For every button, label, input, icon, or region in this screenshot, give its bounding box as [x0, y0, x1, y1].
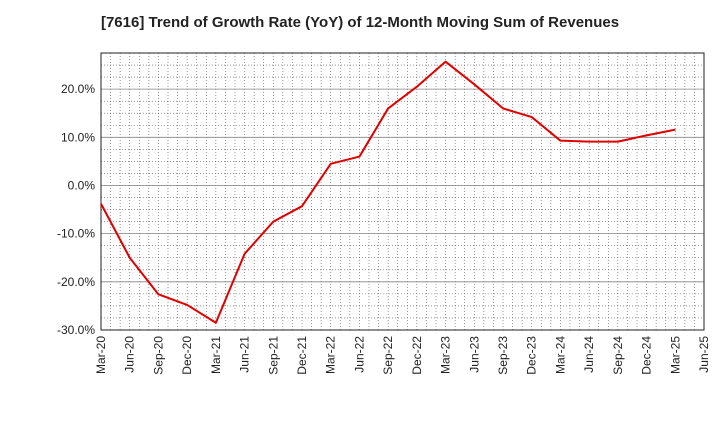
chart-title: [7616] Trend of Growth Rate (YoY) of 12-…	[100, 14, 620, 31]
x-tick-label: Mar-23	[439, 336, 453, 374]
x-tick-label: Mar-22	[324, 336, 338, 374]
plot-border	[100, 52, 705, 331]
x-tick-label: Mar-25	[668, 336, 682, 374]
x-tick-label: Sep-21	[266, 336, 280, 375]
y-tick-label: 20.0%	[61, 82, 95, 96]
y-tick-label: -10.0%	[57, 227, 95, 241]
x-tick-label: Jun-20	[123, 336, 137, 373]
x-tick-label: Mar-21	[209, 336, 223, 374]
x-tick-label: Mar-20	[94, 336, 108, 374]
x-tick-label: Sep-20	[151, 336, 165, 375]
y-tick-labels: -30.0% -20.0% -10.0% 0.0% 10.0% 20.0%	[57, 82, 95, 337]
x-tick-label: Jun-25	[697, 336, 711, 373]
x-tick-label: Dec-20	[180, 336, 194, 375]
x-tick-label: Dec-22	[410, 336, 424, 375]
x-tick-label: Jun-21	[238, 336, 252, 373]
x-tick-label: Dec-24	[640, 336, 654, 375]
x-tick-label: Jun-22	[352, 336, 366, 373]
series-lines	[100, 60, 676, 324]
x-tick-label: Sep-23	[496, 336, 510, 375]
x-tick-label: Dec-23	[525, 336, 539, 375]
x-tick-label: Sep-22	[381, 336, 395, 375]
y-tick-label: -20.0%	[57, 275, 95, 289]
plot-background	[101, 53, 704, 330]
y-tick-label: 0.0%	[68, 178, 96, 192]
x-tick-label: Sep-24	[611, 336, 625, 375]
y-tick-label: -30.0%	[57, 323, 95, 337]
y-tick-label: 10.0%	[61, 130, 95, 144]
x-tick-label: Mar-24	[553, 336, 567, 374]
x-tick-labels: Mar-20 Jun-20 Sep-20 Dec-20 Mar-21 Jun-21 Sep-…	[94, 336, 711, 375]
x-tick-label: Dec-21	[295, 336, 309, 375]
series-line	[100, 60, 676, 324]
x-tick-label: Jun-24	[582, 336, 596, 373]
x-tick-label: Jun-23	[467, 336, 481, 373]
